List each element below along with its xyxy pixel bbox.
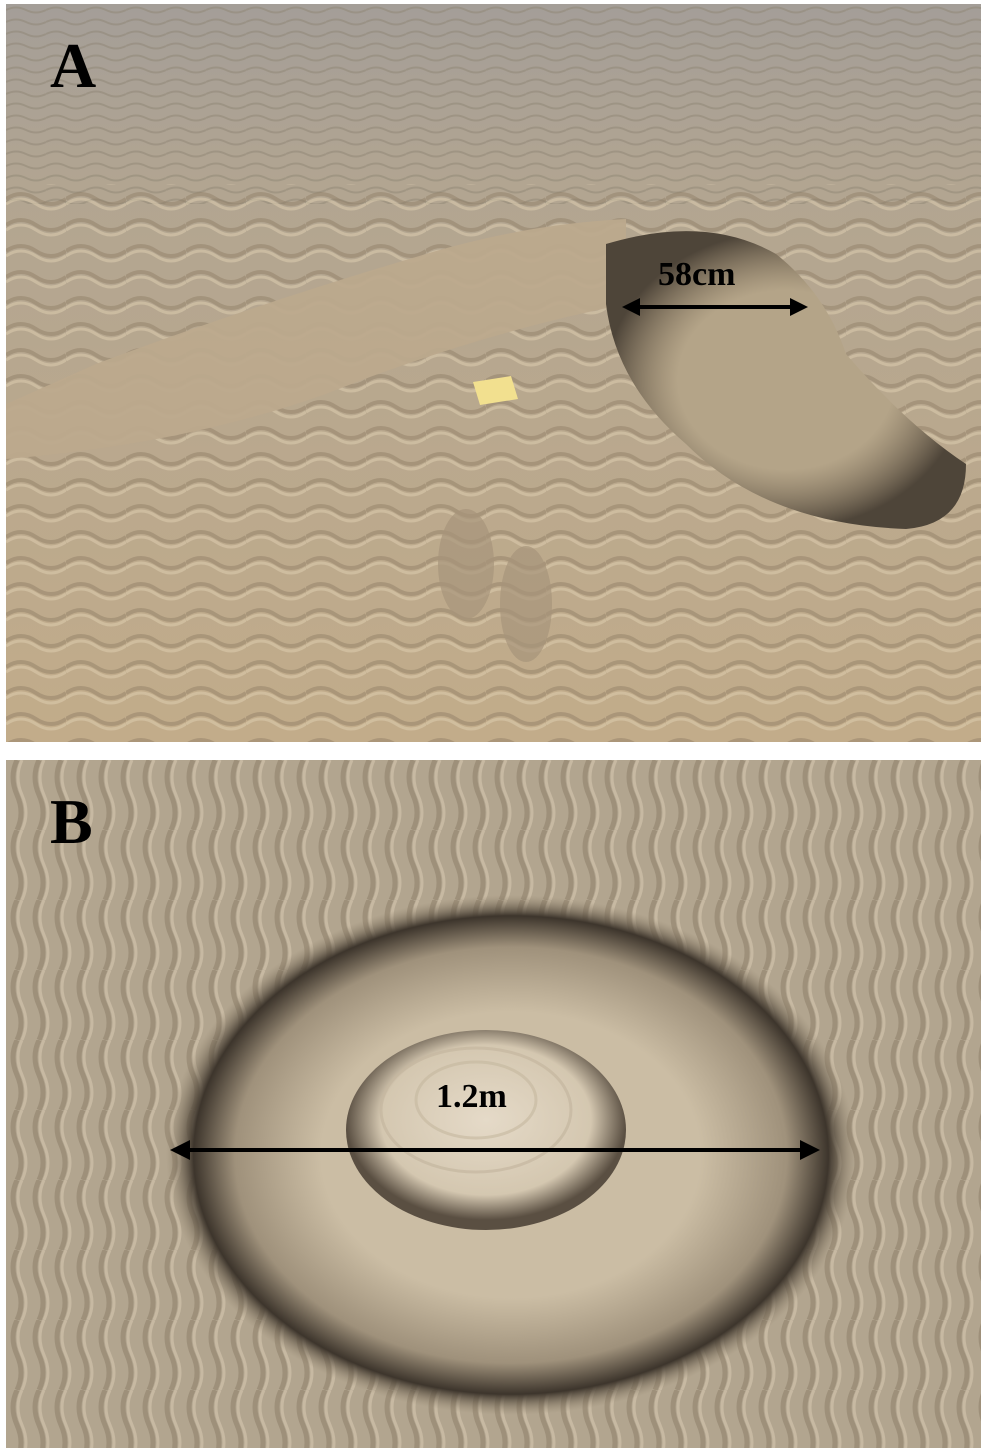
panel-label-a: A: [50, 30, 97, 101]
panel-b-photo: B 1.2m: [6, 760, 981, 1448]
measurement-label-a: 58cm: [658, 256, 736, 293]
panel-a-photo: A 58cm: [6, 4, 981, 742]
panel-label-b: B: [50, 786, 93, 857]
measurement-arrow-b: [170, 1140, 820, 1160]
tidal-flat-photo-b: [6, 760, 981, 1448]
tidal-flat-photo-a: [6, 4, 981, 742]
scale-card: [473, 376, 518, 405]
measurement-arrow-a: [622, 298, 808, 316]
measurement-label-b: 1.2m: [436, 1078, 507, 1115]
